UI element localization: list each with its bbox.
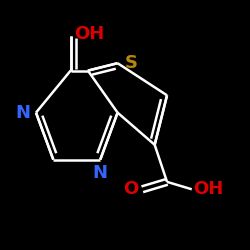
Text: S: S <box>125 54 138 72</box>
Text: N: N <box>93 164 108 182</box>
Text: OH: OH <box>74 24 104 42</box>
Text: N: N <box>15 104 30 122</box>
Text: OH: OH <box>193 180 223 198</box>
Text: O: O <box>124 180 139 198</box>
